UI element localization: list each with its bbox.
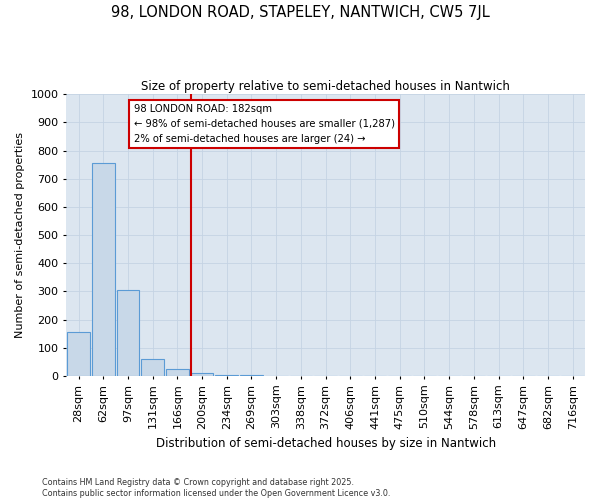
Bar [215, 374, 238, 376]
Bar [141, 359, 164, 376]
Text: 98, LONDON ROAD, STAPELEY, NANTWICH, CW5 7JL: 98, LONDON ROAD, STAPELEY, NANTWICH, CW5… [110, 5, 490, 20]
X-axis label: Distribution of semi-detached houses by size in Nantwich: Distribution of semi-detached houses by … [155, 437, 496, 450]
Y-axis label: Number of semi-detached properties: Number of semi-detached properties [15, 132, 25, 338]
Bar [191, 373, 214, 376]
Bar [166, 369, 189, 376]
Text: 98 LONDON ROAD: 182sqm
← 98% of semi-detached houses are smaller (1,287)
2% of s: 98 LONDON ROAD: 182sqm ← 98% of semi-det… [134, 104, 395, 144]
Title: Size of property relative to semi-detached houses in Nantwich: Size of property relative to semi-detach… [141, 80, 510, 93]
Bar [67, 332, 90, 376]
Bar [92, 163, 115, 376]
Bar [116, 290, 139, 376]
Text: Contains HM Land Registry data © Crown copyright and database right 2025.
Contai: Contains HM Land Registry data © Crown c… [42, 478, 391, 498]
